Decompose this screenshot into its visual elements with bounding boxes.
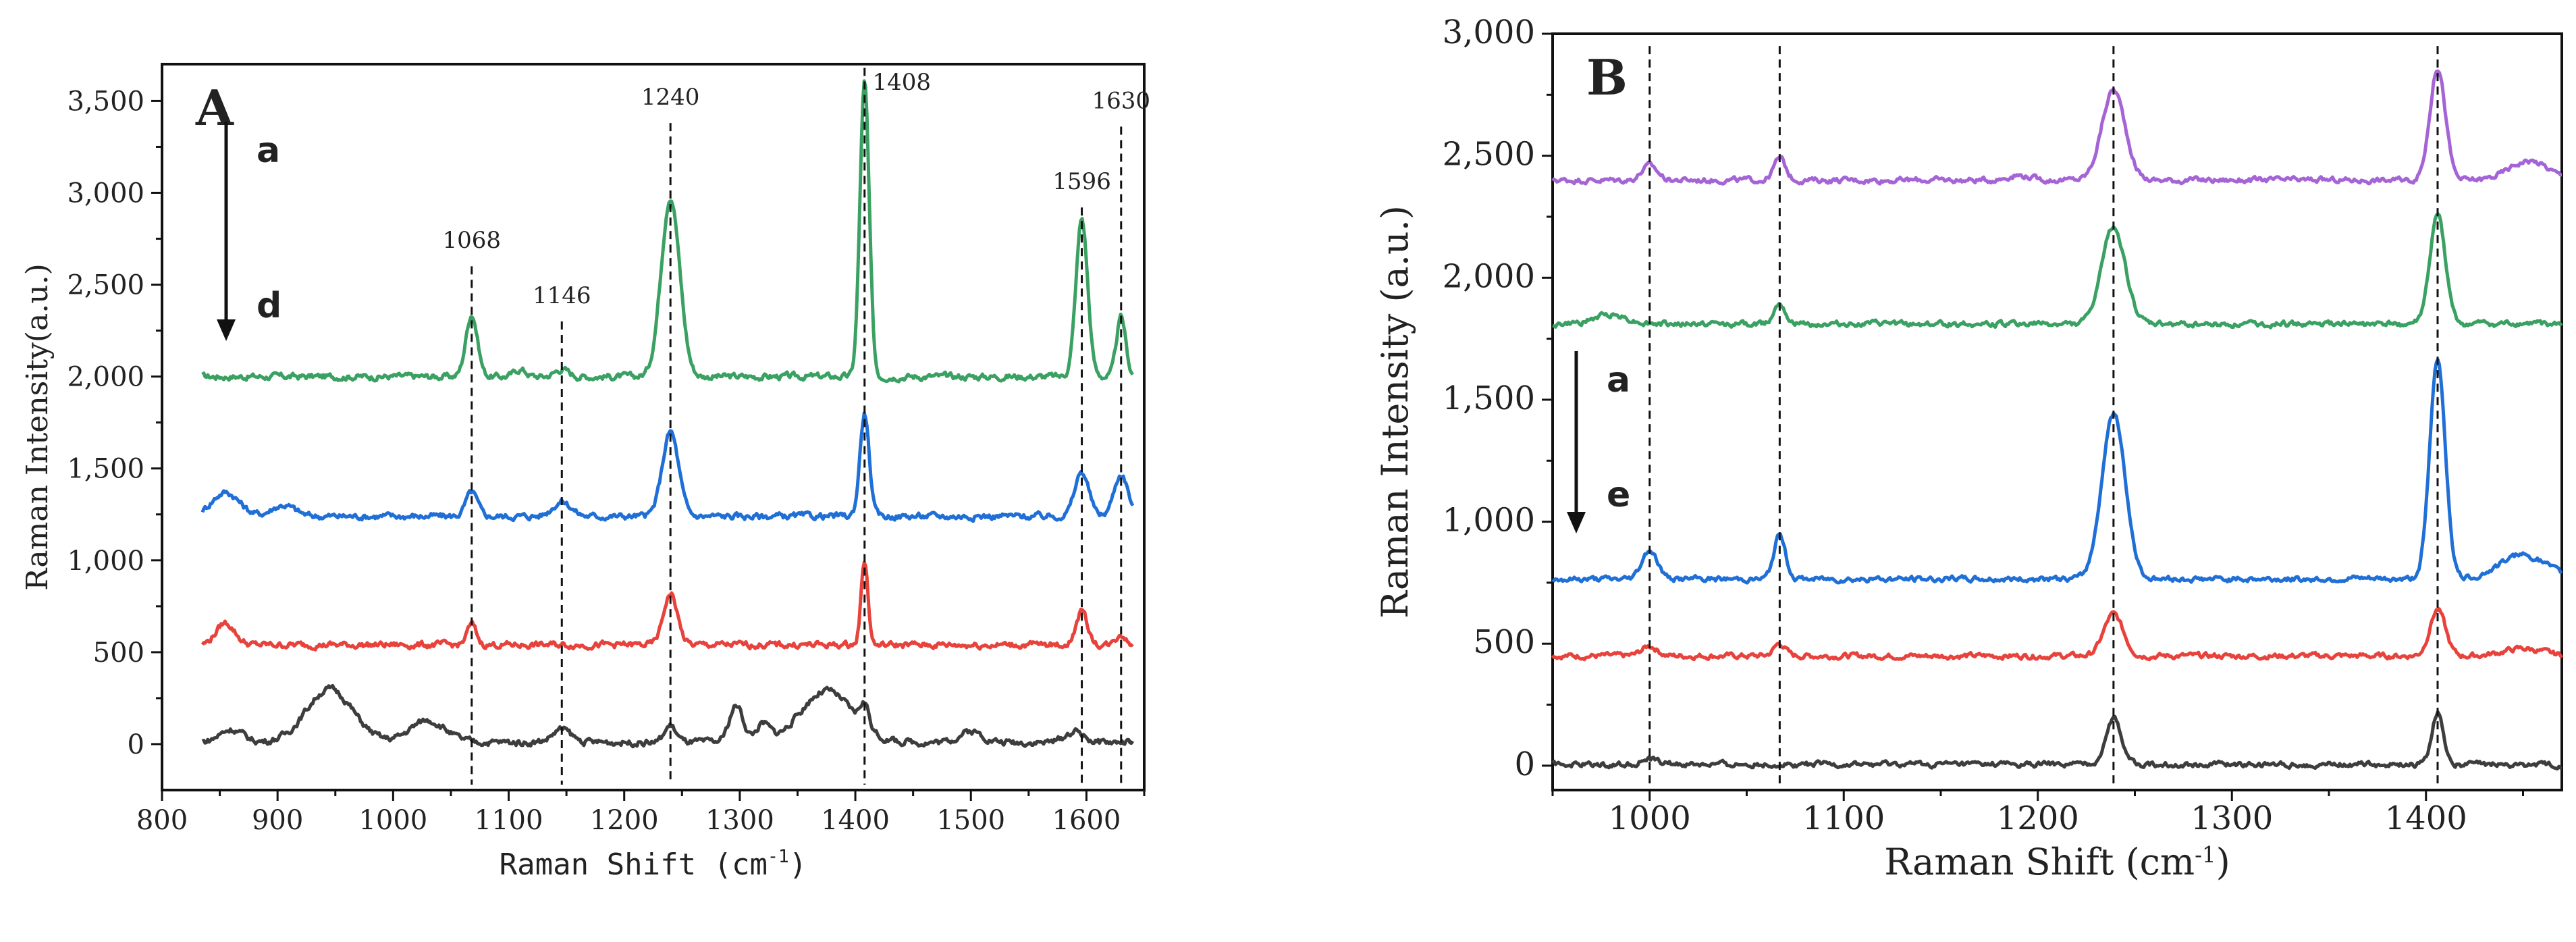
y-tick-label: 3,000 — [1443, 14, 1535, 51]
x-tick-label: 1400 — [2385, 800, 2467, 837]
arrow-bottom-label: e — [1607, 475, 1630, 515]
panel-label: A — [195, 79, 234, 136]
y-tick-label: 2,500 — [67, 270, 144, 301]
spectrum-line-c — [1551, 358, 2563, 585]
y-tick-label: 500 — [1473, 623, 1535, 661]
y-tick-label: 1,500 — [67, 454, 144, 485]
x-axis-label-sup: -1 — [768, 846, 789, 867]
x-axis-label-text: Raman Shift (cm — [500, 847, 768, 882]
y-tick-label: 3,500 — [67, 86, 144, 117]
panel-label: B — [1586, 49, 1628, 106]
x-tick-label: 1200 — [1997, 800, 2079, 837]
x-tick-label: 1000 — [358, 805, 427, 836]
x-tick-label: 1500 — [936, 805, 1005, 836]
spectrum-line-e — [1551, 710, 2562, 770]
peak-label: 1630 — [1092, 87, 1150, 114]
x-tick-label: 1300 — [705, 805, 774, 836]
x-tick-label: 1100 — [1802, 800, 1885, 837]
arrow-top-label: a — [257, 130, 280, 171]
arrow-head — [217, 319, 236, 341]
x-tick-label: 1000 — [1609, 800, 1691, 837]
peak-label: 1596 — [1052, 168, 1111, 195]
arrow-head — [1567, 512, 1586, 533]
y-tick-label: 1,000 — [1443, 502, 1535, 540]
arrow-top-label: a — [1607, 360, 1630, 400]
x-tick-label: 1300 — [2191, 800, 2273, 837]
plot-frame — [161, 63, 1146, 791]
y-tick-label: 2,000 — [67, 362, 144, 393]
spectrum-line-b — [1552, 212, 2563, 330]
x-axis-label: Raman Shift (cm-1) — [500, 846, 807, 882]
x-axis-label-sup: -1 — [2195, 842, 2216, 868]
spectrum-line-b — [200, 411, 1135, 523]
x-axis-label: Raman Shift (cm-1) — [1884, 841, 2230, 883]
peak-label: 1068 — [442, 227, 501, 254]
plot-frame — [1551, 32, 2563, 791]
panel-a-chart: 800 900 1000 1100 1200 1300 1400 1500 1600 0 500 1,… — [20, 63, 1150, 882]
peak-label: 1146 — [533, 282, 591, 309]
x-tick-label: 800 — [136, 805, 188, 836]
spectrum-line-c — [200, 560, 1134, 652]
y-axis-label: Raman Intensity (a.u.) — [1374, 205, 1416, 619]
y-tick-label: 3,000 — [67, 178, 144, 209]
x-tick-label: 1400 — [821, 805, 890, 836]
spectrum-line-a — [1551, 69, 2562, 186]
x-tick-label: 1200 — [590, 805, 659, 836]
y-tick-label: 0 — [1514, 745, 1535, 783]
x-axis-label-end: ) — [2216, 841, 2230, 883]
spectrum-line-d — [1551, 607, 2564, 662]
panel-b-chart: 1000 1100 1200 1300 1400 0 500 1,000 1,500 2,000 2… — [1374, 14, 2564, 883]
y-tick-label: 1,500 — [1443, 380, 1535, 417]
y-axis-label: Raman Intensity(a.u.) — [20, 263, 55, 591]
spectrum-line-d — [201, 683, 1135, 749]
y-tick-label: 500 — [93, 637, 144, 669]
x-tick-label: 1600 — [1052, 805, 1121, 836]
y-tick-label: 2,500 — [1443, 136, 1535, 174]
y-tick-label: 2,000 — [1443, 257, 1535, 295]
y-tick-label: 1,000 — [67, 546, 144, 577]
arrow-bottom-label: d — [257, 286, 281, 326]
y-tick-label: 0 — [128, 729, 144, 760]
peak-label: 1240 — [641, 84, 700, 111]
peak-label: 1408 — [872, 69, 931, 96]
spectrum-line-a — [201, 79, 1135, 384]
x-tick-label: 900 — [252, 805, 303, 836]
x-tick-label: 1100 — [475, 805, 543, 836]
x-axis-label-end: ) — [789, 847, 807, 882]
x-axis-label-text: Raman Shift (cm — [1884, 841, 2195, 883]
